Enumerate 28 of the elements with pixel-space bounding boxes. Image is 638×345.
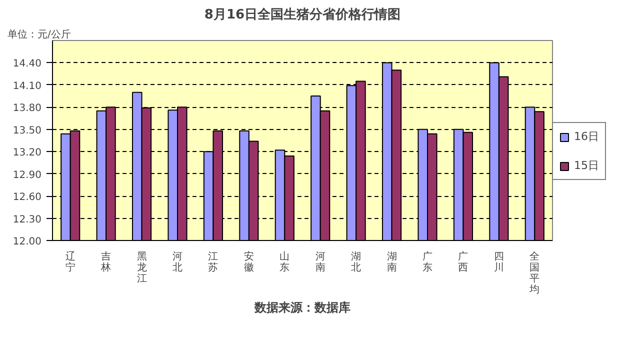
- x-tick-label: 广西: [458, 250, 468, 274]
- y-tick-label: 13.80: [12, 103, 42, 114]
- x-tick-label: 湖北: [351, 250, 362, 274]
- x-tick-label: 山东: [280, 250, 290, 274]
- chart-title: 8月16日全国生猪分省价格行情图: [204, 8, 401, 22]
- y-tick-label: 12.00: [12, 236, 42, 248]
- x-tick-label: 辽宁: [65, 250, 76, 274]
- x-tick-label: 广东: [422, 250, 432, 274]
- y-tick-label: 13.50: [12, 125, 42, 136]
- x-tick-label: 河北: [172, 250, 182, 274]
- x-tick-label: 湖南: [386, 250, 397, 274]
- x-tick-label: 四川: [494, 252, 504, 274]
- x-tick-label: 安徽: [244, 250, 254, 274]
- legend-label: 15日: [574, 158, 599, 173]
- y-tick-label: 12.30: [12, 214, 42, 226]
- legend-label: 16日: [574, 129, 599, 144]
- y-tick-label: 14.10: [12, 80, 42, 92]
- y-tick-label: 14.40: [12, 58, 42, 70]
- x-tick-label: 江苏: [208, 250, 218, 274]
- x-tick-label: 全国平均: [528, 250, 540, 296]
- annotation: 单位：元/公斤: [8, 28, 71, 40]
- y-tick-label: 13.20: [12, 148, 42, 159]
- y-tick-label: 12.90: [12, 170, 42, 181]
- source-note: 数据来源：数据库: [254, 300, 350, 314]
- y-tick-label: 12.60: [12, 192, 42, 204]
- x-tick-label: 黑龙江: [136, 252, 147, 284]
- x-tick-label: 河南: [315, 250, 326, 274]
- x-tick-label: 吉林: [100, 250, 112, 274]
